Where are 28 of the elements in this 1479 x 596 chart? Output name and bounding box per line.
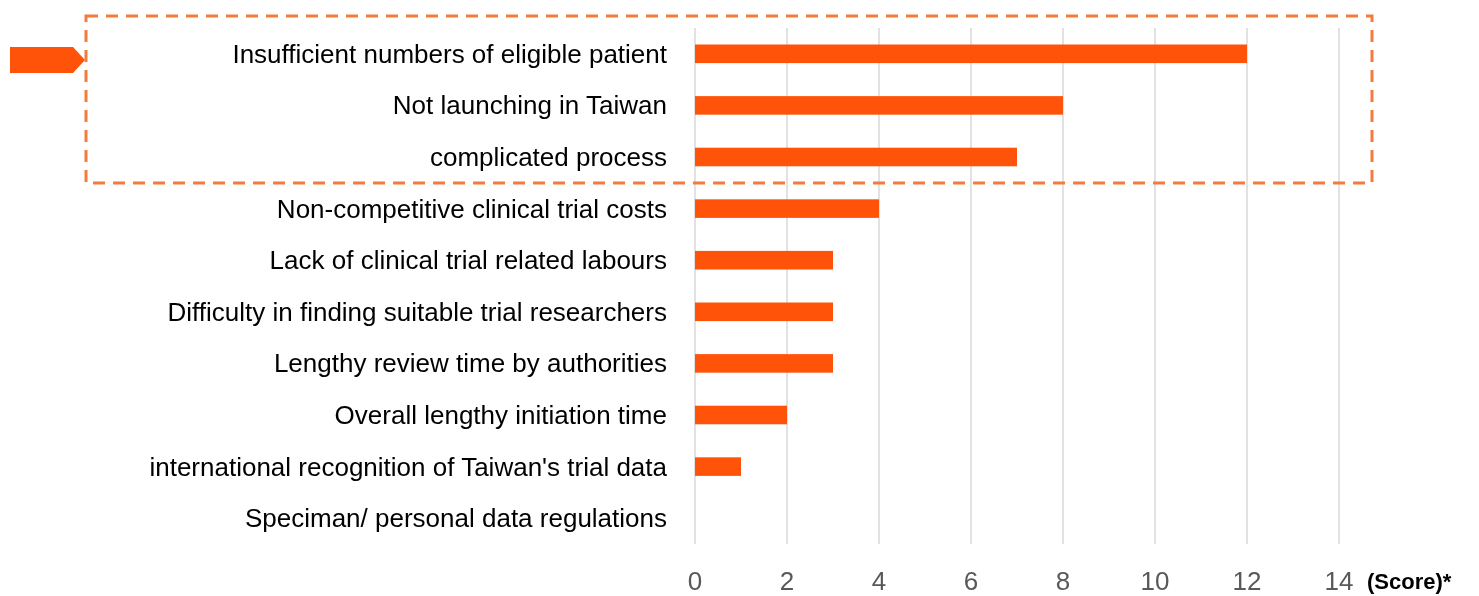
y-tick-label: Speciman/ personal data regulations: [244, 503, 667, 534]
x-axis-title: (Score)*: [1367, 568, 1452, 594]
bar: [695, 302, 833, 322]
y-tick-label: Overall lengthy initiation time: [334, 400, 667, 430]
y-tick-label: international recognition of Taiwan's trial data: [149, 451, 668, 482]
bar: [695, 354, 833, 373]
y-tick-label: complicated process: [430, 142, 667, 172]
y-tick-label: Insufficient numbers of eligible patient: [232, 38, 668, 69]
x-tick-label: 14: [1324, 566, 1354, 596]
bar: [695, 250, 833, 270]
bar: [695, 96, 1063, 115]
bar: [695, 405, 787, 425]
x-tick-label: 6: [963, 566, 979, 596]
y-tick-label: Non-competitive clinical trial costs: [276, 193, 667, 224]
y-tick-label: Lack of clinical trial related labours: [269, 245, 667, 276]
x-tick-label: 4: [871, 566, 887, 596]
bar: [695, 44, 1247, 64]
x-tick-label: 2: [779, 566, 795, 596]
x-tick-label: 8: [1055, 566, 1071, 596]
y-tick-label: Lengthy review time by authorities: [273, 348, 667, 379]
x-tick-label: 0: [687, 566, 703, 596]
x-tick-label: 10: [1140, 566, 1170, 596]
bar: [695, 199, 879, 218]
x-tick-label: 12: [1232, 566, 1262, 596]
y-tick-label: Difficulty in finding suitable trial researchers: [167, 296, 667, 327]
y-tick-label: Not launching in Taiwan: [392, 90, 667, 121]
bar: [695, 147, 1017, 167]
bar: [695, 457, 741, 476]
